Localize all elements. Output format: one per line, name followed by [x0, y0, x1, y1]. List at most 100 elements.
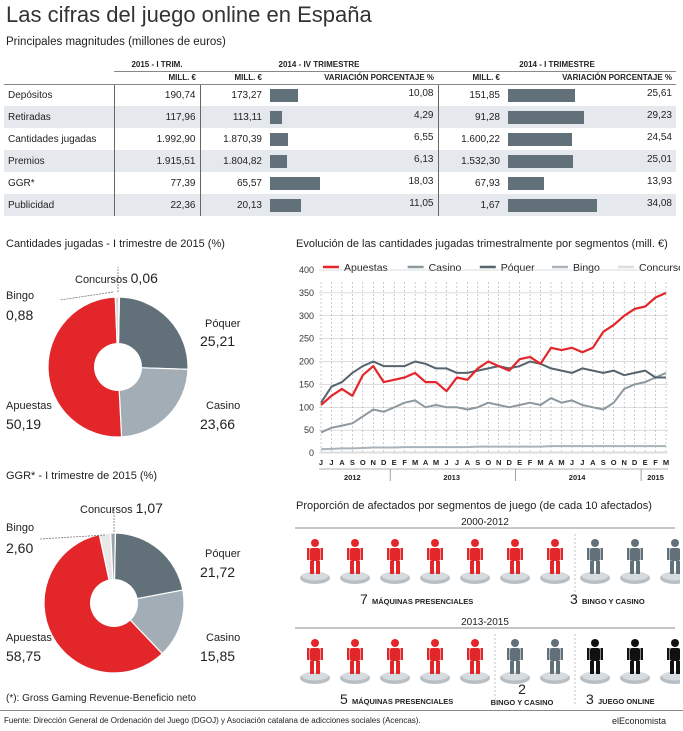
var-bar [508, 199, 597, 212]
person-arm [560, 648, 563, 660]
line-chart: Apuestas Casino Póquer Bingo Concursos 0 50 100… [299, 262, 680, 482]
person-arm [427, 548, 430, 560]
person-leg [630, 661, 634, 674]
pie1-label-bingo-name: Bingo [6, 290, 35, 302]
legend-label: Concursos [639, 262, 680, 274]
month-tick-label: J [319, 458, 323, 467]
person-body [630, 648, 640, 661]
pie2-label-bingo-value: 2,60 [6, 540, 34, 556]
pie1-label-casino-value: 23,66 [200, 416, 236, 432]
person-arm [520, 548, 523, 560]
person-arm [307, 648, 310, 660]
person-head [551, 539, 559, 547]
var-bar [508, 155, 573, 168]
person-body [350, 548, 360, 561]
person-icon [340, 639, 370, 684]
pie1-label-concursos: Concursos 0,06 [75, 270, 158, 286]
person-head [511, 539, 519, 547]
pie2-label-apuestas-value: 58,75 [6, 648, 42, 664]
month-tick-label: O [360, 458, 366, 467]
person-arm [600, 548, 603, 560]
page-title: Las cifras del juego online en España [6, 2, 372, 27]
y-tick-label: 50 [304, 425, 314, 435]
person-body [670, 548, 680, 561]
month-tick-label: S [601, 458, 606, 467]
pie2-label-poquer-value: 21,72 [200, 564, 236, 580]
pie2-label-apuestas-name: Apuestas [6, 632, 52, 644]
cell-q15: 1.992,90 [113, 128, 200, 150]
cell-var4: 6,13 [414, 154, 434, 165]
group-count: 2 [518, 681, 526, 697]
y-tick-label: 300 [299, 311, 314, 321]
cell-var4: 6,55 [414, 132, 434, 143]
pie1-label-poquer-name: Póquer [205, 318, 241, 330]
person-leg [670, 661, 674, 674]
person-icon [420, 539, 450, 584]
person-base-top [582, 671, 608, 681]
person-icon [500, 539, 530, 584]
person-leg [476, 661, 480, 674]
person-leg [510, 661, 514, 674]
month-tick-label: N [621, 458, 626, 467]
person-leg [550, 561, 554, 574]
person-leg [476, 561, 480, 574]
month-tick-label: A [590, 458, 596, 467]
legend-label: Póquer [501, 262, 535, 274]
group-count: 3 [586, 691, 594, 707]
series-line-apuestas [320, 291, 667, 406]
person-icon [580, 639, 610, 684]
var-bar [270, 89, 298, 103]
person-leg [310, 561, 314, 574]
var-bar [270, 199, 301, 212]
person-head [551, 639, 559, 647]
person-leg [316, 661, 320, 674]
person-icon [420, 639, 450, 684]
person-body [510, 648, 520, 661]
group-label: MÁQUINAS PRESENCIALES [372, 597, 473, 606]
people-chart: 2000-2012 7 MÁQUINAS PRESENCIALES 3 BINGO Y … [295, 517, 680, 707]
pie2-label-poquer-name: Póquer [205, 548, 241, 560]
col-header: MILL. € [438, 71, 504, 85]
person-leg [390, 661, 394, 674]
group-count: 7 [360, 591, 368, 607]
people-title: Proporción de afectados por segmentos de… [296, 500, 652, 512]
cell-var4: 10,08 [408, 88, 434, 100]
person-arm [307, 548, 310, 560]
person-head [591, 639, 599, 647]
person-base-top [422, 571, 448, 581]
cell-q114: 1.532,30 [437, 150, 504, 172]
person-body [590, 548, 600, 561]
person-icon [620, 539, 650, 584]
person-leg [470, 661, 474, 674]
person-leg [516, 561, 520, 574]
person-arm [640, 548, 643, 560]
cell-var4: 18,03 [408, 176, 434, 187]
month-tick-label: D [506, 458, 512, 467]
month-tick-label: A [465, 458, 471, 467]
person-leg [436, 561, 440, 574]
legend-label: Bingo [573, 262, 600, 274]
cell-q414: 173,27 [199, 84, 266, 106]
person-base-top [542, 571, 568, 581]
person-arm [520, 648, 523, 660]
cell-var1: 24,54 [646, 132, 672, 143]
donut-hole [94, 343, 142, 391]
person-leg [596, 661, 600, 674]
person-arm [627, 548, 630, 560]
month-tick-label: F [653, 458, 658, 467]
cell-var4: 11,05 [409, 198, 434, 209]
person-body [430, 648, 440, 661]
person-head [351, 639, 359, 647]
person-icon [540, 639, 570, 684]
cell-q414: 20,13 [199, 194, 266, 216]
person-leg [430, 561, 434, 574]
person-head [471, 639, 479, 647]
person-body [590, 648, 600, 661]
person-head [431, 539, 439, 547]
person-body [430, 548, 440, 561]
donut-hole [90, 579, 138, 627]
pie2-label-concursos: Concursos 1,07 [80, 500, 163, 516]
person-arm [387, 648, 390, 660]
person-arm [640, 648, 643, 660]
footnote: (*): Gross Gaming Revenue-Beneficio neto [6, 693, 197, 704]
